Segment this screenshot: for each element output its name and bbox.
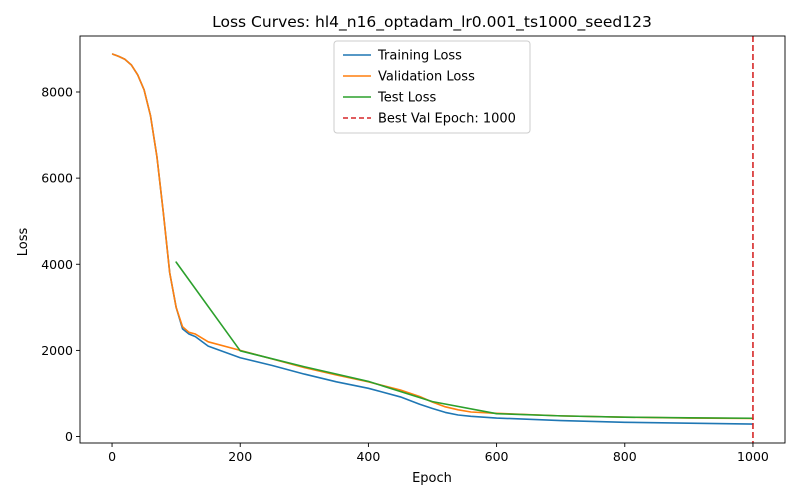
axis-ticks: 0 200 400 600 800 1000 0 2000 4000 6000 8000	[41, 84, 769, 464]
x-axis-label: Epoch	[412, 471, 452, 486]
series-line-test-loss	[175, 261, 754, 420]
x-tick-label: 1000	[737, 449, 769, 464]
chart-title: Loss Curves: hl4_n16_optadam_lr0.001_ts1…	[212, 13, 652, 32]
plot-frame	[79, 35, 786, 444]
legend-label: Validation Loss	[378, 70, 475, 85]
x-tick-label: 0	[108, 449, 116, 464]
plot-content	[111, 36, 754, 443]
y-tick-label: 8000	[41, 84, 73, 99]
x-tick-label: 200	[228, 449, 252, 464]
legend: Training Loss Validation Loss Test Loss Bes…	[333, 40, 531, 134]
legend-label: Best Val Epoch: 1000	[378, 112, 516, 127]
x-tick-label: 800	[613, 449, 637, 464]
y-tick-label: 0	[65, 429, 73, 444]
y-axis-label: Loss	[16, 228, 31, 257]
y-tick-label: 6000	[41, 171, 73, 186]
y-tick-label: 2000	[41, 343, 73, 358]
y-tick-label: 4000	[41, 257, 73, 272]
legend-label: Training Loss	[377, 49, 462, 64]
x-tick-label: 400	[356, 449, 380, 464]
x-tick-label: 600	[485, 449, 509, 464]
legend-box	[333, 40, 531, 134]
legend-label: Test Loss	[377, 91, 436, 106]
